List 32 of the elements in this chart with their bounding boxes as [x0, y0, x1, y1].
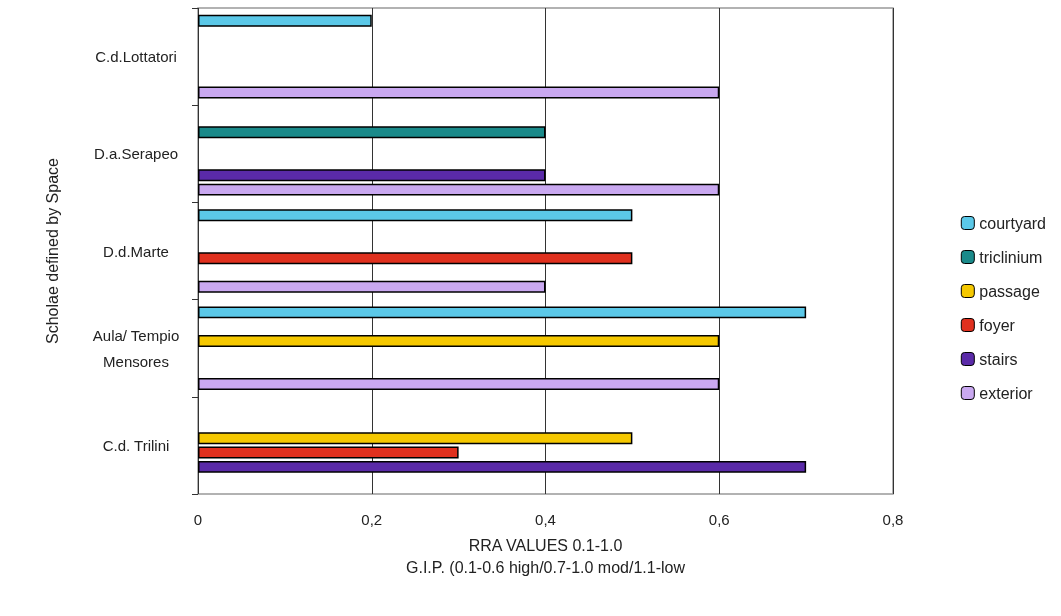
x-tick-label: 0	[193, 511, 203, 528]
bar	[198, 209, 633, 222]
bar	[198, 14, 372, 27]
x-axis-title: RRA VALUES 0.1-1.0 G.I.P. (0.1-0.6 high/0.7-1.0 mod/1.1-low	[406, 536, 686, 576]
bar	[198, 306, 807, 319]
bar	[198, 446, 459, 459]
legend-label: foyer	[979, 316, 1016, 334]
x-tick-label: 0,6	[708, 511, 730, 528]
x-tick-label: 0,8	[882, 511, 904, 528]
legend-label: exterior	[979, 384, 1034, 402]
y-tick-label: Aula/ Tempio Mensores	[92, 326, 180, 370]
bar	[198, 86, 720, 99]
x-tick-label: 0,4	[535, 511, 556, 528]
legend-label: courtyard	[979, 214, 1047, 232]
bar	[198, 252, 633, 265]
bar	[198, 432, 633, 445]
bar	[198, 169, 546, 182]
bar	[198, 378, 720, 390]
y-axis-title: Scholae defined by Space	[43, 157, 61, 344]
y-tick-label: D.d.Marte	[103, 242, 169, 260]
y-tick-label: C.d.Lottatori	[95, 48, 177, 66]
y-tick-label: D.a.Serapeo	[93, 145, 179, 163]
y-tick-label: C.d. Trilini	[102, 436, 170, 454]
bar	[198, 126, 546, 139]
bar	[198, 183, 720, 196]
bar	[198, 335, 720, 348]
bar	[198, 280, 546, 293]
bar	[198, 460, 807, 473]
x-tick-label: 0,2	[361, 511, 383, 528]
legend-label: triclinium	[979, 248, 1043, 266]
legend-label: passage	[979, 282, 1040, 300]
legend-label: stairs	[979, 350, 1018, 368]
